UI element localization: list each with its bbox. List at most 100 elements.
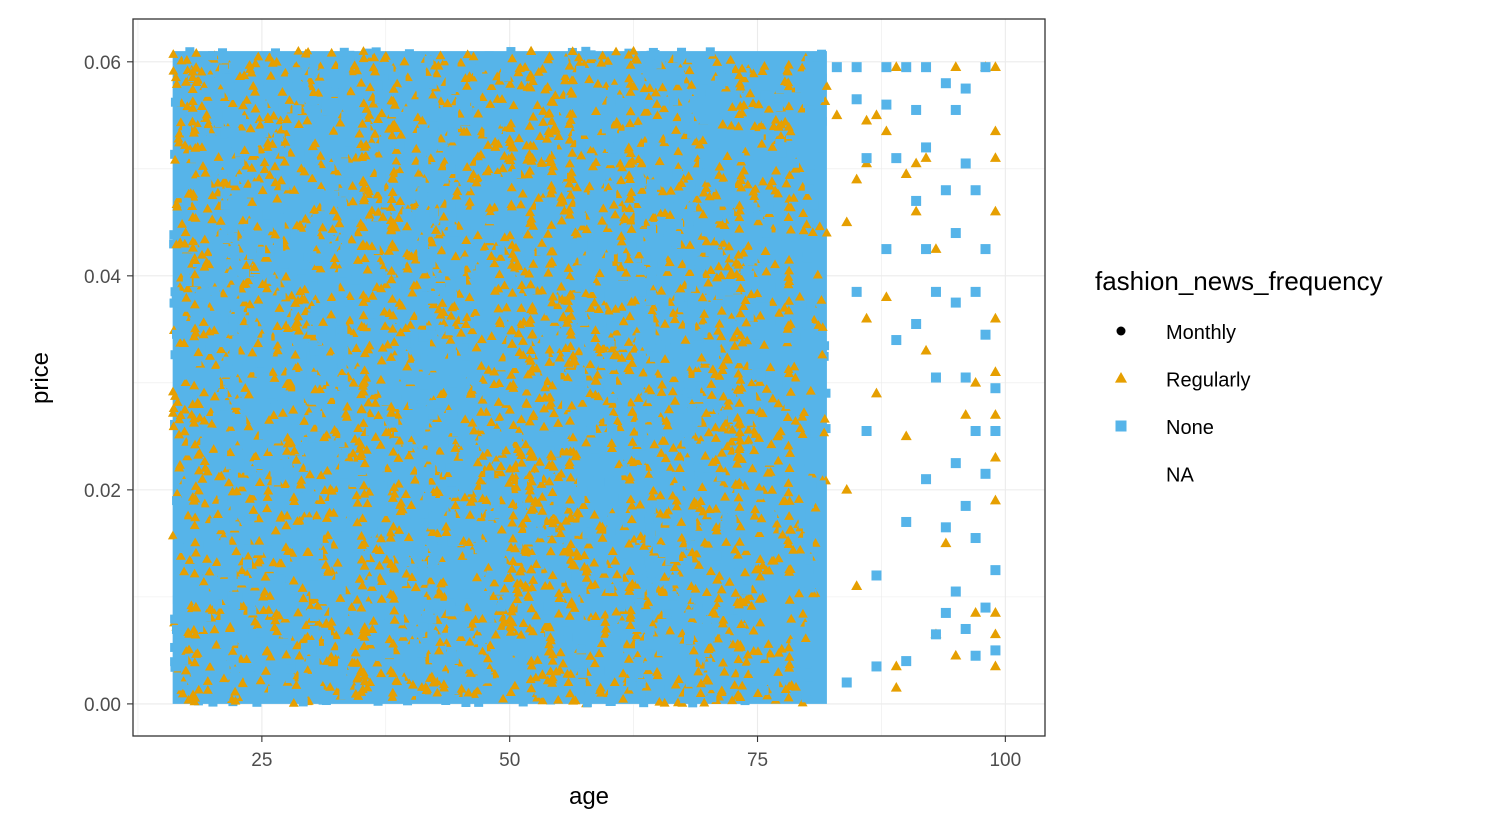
none-point	[343, 311, 353, 321]
regularly-point	[807, 227, 818, 236]
none-point	[352, 580, 362, 590]
none-point	[615, 533, 625, 543]
regularly-point	[328, 205, 339, 215]
none-point	[634, 233, 644, 243]
regularly-point	[676, 517, 687, 526]
none-point	[667, 591, 677, 601]
none-point	[349, 502, 359, 512]
regularly-point	[196, 101, 207, 110]
none-point	[565, 661, 575, 671]
regularly-point	[289, 185, 300, 194]
none-point	[406, 81, 416, 91]
none-point	[441, 572, 451, 582]
none-point	[313, 529, 323, 539]
none-point	[558, 151, 568, 161]
none-point	[555, 259, 565, 269]
none-point	[604, 678, 614, 688]
regularly-point	[304, 469, 315, 479]
none-point	[705, 89, 715, 99]
none-point	[355, 60, 365, 70]
none-point	[216, 547, 226, 557]
none-point	[439, 561, 449, 571]
none-point	[620, 439, 630, 449]
regularly-point	[618, 668, 629, 678]
regularly-point	[722, 352, 733, 362]
none-point	[335, 573, 345, 583]
none-point	[429, 372, 439, 382]
regularly-point	[594, 648, 605, 658]
none-point	[665, 54, 675, 64]
regularly-point	[277, 86, 288, 96]
none-point	[329, 285, 339, 295]
regularly-point	[549, 123, 560, 132]
regularly-point	[167, 408, 178, 417]
regularly-point	[236, 482, 247, 492]
none-point	[251, 522, 261, 532]
none-point	[203, 427, 213, 437]
regularly-point	[325, 484, 336, 493]
none-point	[405, 215, 415, 225]
none-point	[300, 87, 310, 97]
none-point	[326, 79, 336, 89]
regularly-point	[198, 329, 209, 339]
regularly-point	[370, 432, 381, 441]
none-point	[496, 602, 506, 612]
regularly-point	[484, 203, 495, 212]
none-point	[660, 634, 670, 644]
regularly-point	[724, 241, 734, 251]
none-point	[235, 463, 245, 473]
none-point	[785, 424, 795, 434]
regularly-point	[590, 157, 601, 166]
regularly-point	[590, 333, 601, 343]
none-point	[358, 521, 368, 531]
none-point	[479, 61, 489, 71]
none-point	[678, 576, 688, 586]
none-point	[379, 92, 389, 102]
regularly-point	[716, 687, 727, 696]
none-point	[170, 614, 180, 624]
none-point	[711, 316, 721, 326]
none-point	[278, 495, 288, 505]
regularly-point	[351, 490, 362, 500]
none-point	[525, 574, 535, 584]
none-point	[589, 192, 599, 202]
none-point	[494, 577, 504, 587]
regularly-point	[754, 482, 765, 492]
none-point	[290, 310, 300, 320]
regularly-point	[466, 173, 477, 183]
none-point	[759, 353, 769, 363]
none-point	[259, 128, 269, 138]
none-point	[177, 370, 187, 380]
regularly-point	[694, 139, 705, 149]
none-point	[720, 325, 730, 335]
none-point	[584, 241, 594, 251]
none-point	[508, 694, 518, 704]
none-point	[367, 318, 377, 328]
none-point	[738, 196, 748, 206]
regularly-point	[311, 510, 322, 520]
regularly-point	[470, 307, 481, 316]
regularly-point	[354, 128, 365, 138]
regularly-point	[494, 378, 505, 388]
regularly-point	[323, 565, 334, 575]
none-point	[469, 665, 479, 675]
regularly-point	[683, 171, 694, 180]
none-point	[748, 202, 758, 212]
regularly-point	[618, 693, 629, 703]
none-point	[185, 47, 195, 57]
regularly-point	[821, 227, 832, 237]
regularly-point	[714, 371, 725, 380]
regularly-point	[741, 317, 752, 327]
none-point	[535, 515, 545, 525]
regularly-point	[450, 500, 461, 510]
none-point	[536, 688, 546, 698]
none-point	[236, 115, 246, 125]
none-point	[256, 136, 266, 146]
none-point	[344, 615, 354, 625]
regularly-point	[240, 383, 251, 392]
none-point	[269, 209, 279, 219]
regularly-point	[353, 691, 364, 700]
none-point	[224, 98, 234, 108]
regularly-point	[646, 387, 657, 396]
none-point	[748, 360, 758, 370]
